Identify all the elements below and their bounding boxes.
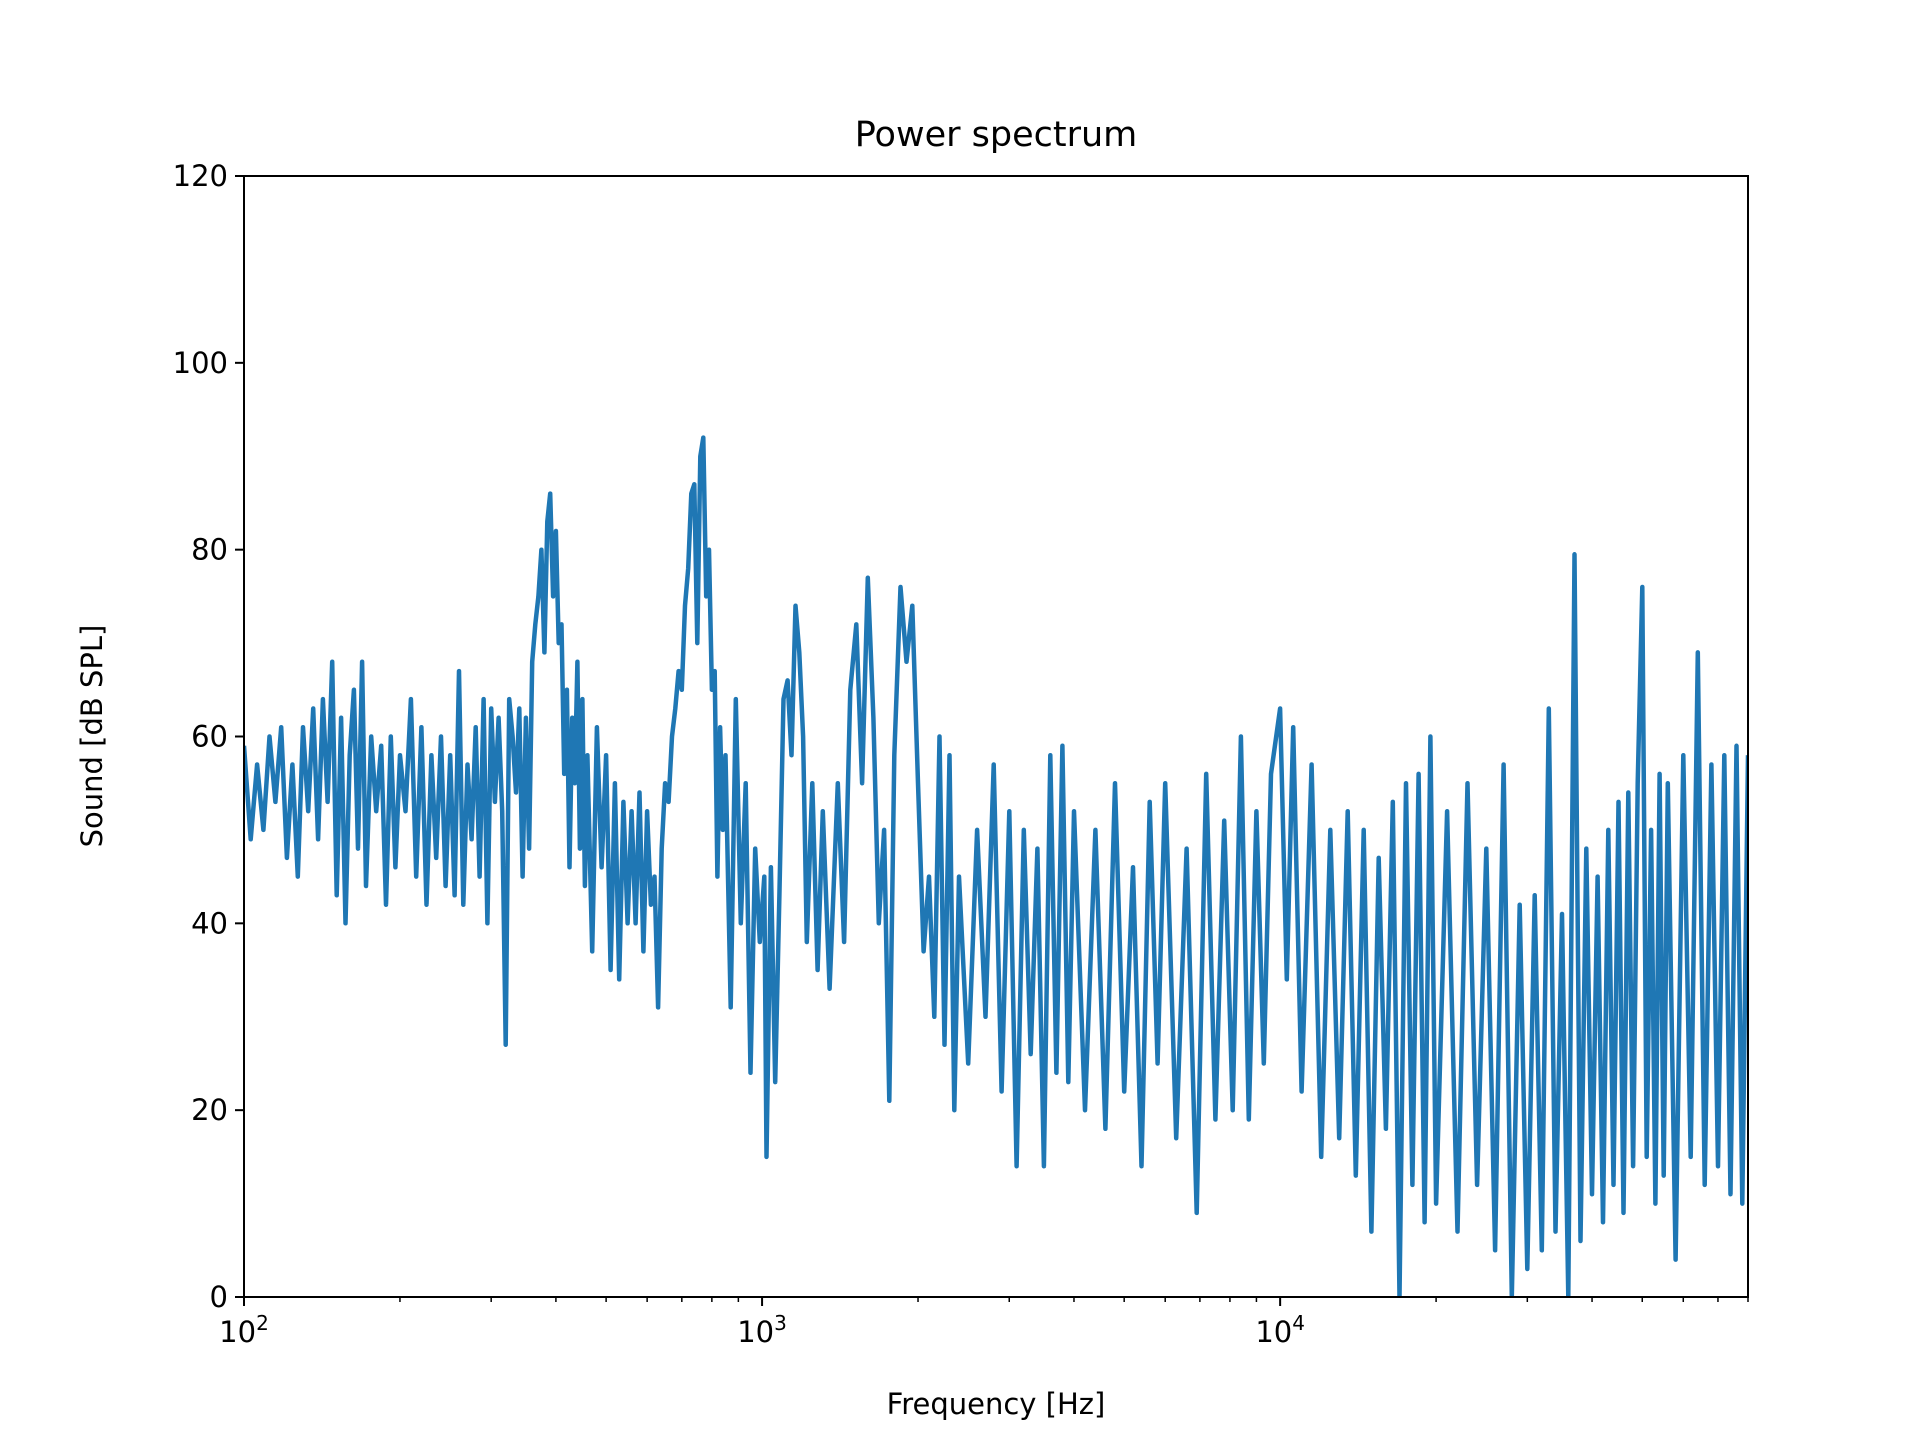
x-tick-label: 103	[737, 1311, 787, 1349]
y-tick-label: 0	[210, 1280, 228, 1314]
y-tick-label: 120	[173, 159, 228, 193]
chart-title: Power spectrum	[855, 115, 1138, 155]
y-tick-label: 20	[191, 1093, 228, 1127]
y-tick-label: 80	[191, 533, 228, 567]
series-line-spectrum	[244, 435, 1748, 1297]
x-tick-label: 104	[1255, 1311, 1305, 1349]
y-axis-label: Sound [dB SPL]	[75, 625, 109, 848]
plot-area	[244, 435, 1748, 1297]
x-tick-label: 102	[219, 1311, 269, 1349]
axes: 0 20 40 60 80 100 120 102 103 104	[173, 159, 1749, 1349]
y-tick-label: 40	[191, 906, 228, 940]
y-tick-label: 100	[173, 346, 228, 380]
x-axis-label: Frequency [Hz]	[887, 1387, 1106, 1421]
y-tick-label: 60	[191, 720, 228, 754]
